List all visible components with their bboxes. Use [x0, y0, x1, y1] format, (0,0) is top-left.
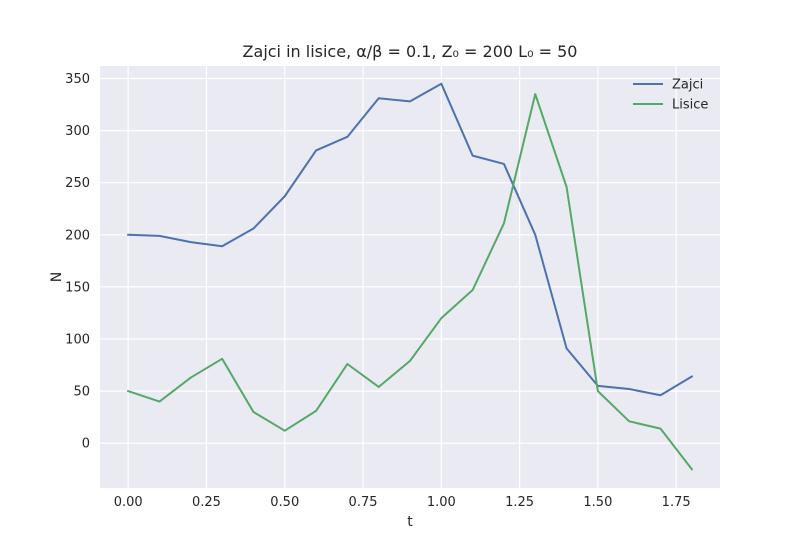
legend-label-zajci: Zajci	[672, 78, 703, 93]
y-axis-label: N	[49, 272, 65, 282]
x-tick-label: 1.75	[662, 495, 691, 510]
series-lines	[126, 82, 694, 471]
y-tick-label: 300	[65, 124, 90, 139]
x-tick-label: 1.50	[583, 495, 612, 510]
y-tick-label: 100	[65, 332, 90, 347]
x-tick-label: 1.00	[427, 495, 456, 510]
grid	[100, 66, 720, 488]
legend-label-lisice: Lisice	[672, 98, 708, 113]
y-tick-label: 350	[65, 72, 90, 87]
x-tick-label: 0.00	[114, 495, 143, 510]
y-tick-label: 0	[82, 437, 90, 452]
x-tick-label: 0.50	[270, 495, 299, 510]
y-tick-labels: 0 50 100 150 200 250 300 350	[65, 72, 90, 452]
x-tick-label: 0.25	[192, 495, 221, 510]
x-tick-label: 1.25	[505, 495, 534, 510]
x-axis-label: t	[407, 514, 413, 530]
y-tick-label: 150	[65, 280, 90, 295]
y-tick-label: 50	[73, 385, 90, 400]
x-tick-label: 0.75	[349, 495, 378, 510]
y-tick-label: 200	[65, 228, 90, 243]
y-tick-label: 250	[65, 176, 90, 191]
legend: Zajci Lisice	[633, 78, 708, 113]
series-line-lisice	[126, 93, 694, 471]
plot-area	[100, 66, 720, 488]
chart-title: Zajci in lisice, α/β = 0.1, Z₀ = 200 L₀ …	[243, 42, 578, 61]
x-tick-labels: 0.00 0.25 0.50 0.75 1.00 1.25 1.50 1.75	[114, 495, 691, 510]
